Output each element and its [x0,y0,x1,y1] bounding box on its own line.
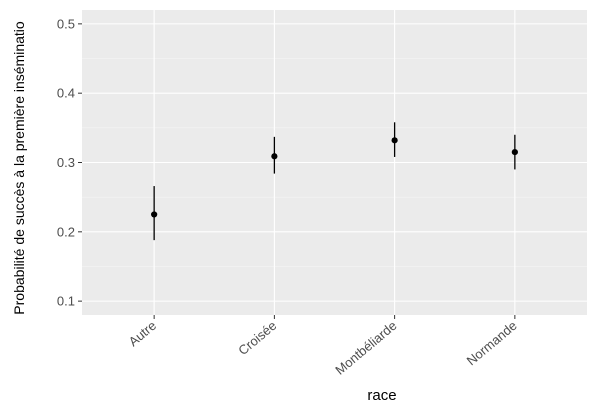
minor-gridlines [82,58,587,267]
data-points [151,137,518,218]
y-axis-tick-labels: 0.1 0.2 0.3 0.4 0.5 [57,16,75,308]
x-tick-label: Montbéliarde [332,318,399,378]
y-axis-title: Probabilité de succès à la première insé… [11,21,27,315]
y-tick-label: 0.4 [57,86,75,101]
y-tick-label: 0.1 [57,294,75,309]
x-tick-label: Normande [464,318,520,369]
point-estimate [511,149,518,156]
x-tick-label: Croisée [235,318,279,358]
y-tick-label: 0.3 [57,155,75,170]
point-estimate [151,211,158,218]
y-tick-label: 0.5 [57,16,75,31]
x-axis-tick-marks [153,315,516,319]
point-estimate [271,153,278,160]
x-axis-tick-labels: Autre Croisée Montbéliarde Normande [126,318,520,378]
x-tick-label: Autre [126,318,159,349]
y-axis-tick-marks [78,23,82,302]
y-tick-label: 0.2 [57,224,75,239]
x-axis-title: race [367,387,396,404]
point-estimate [391,137,398,144]
